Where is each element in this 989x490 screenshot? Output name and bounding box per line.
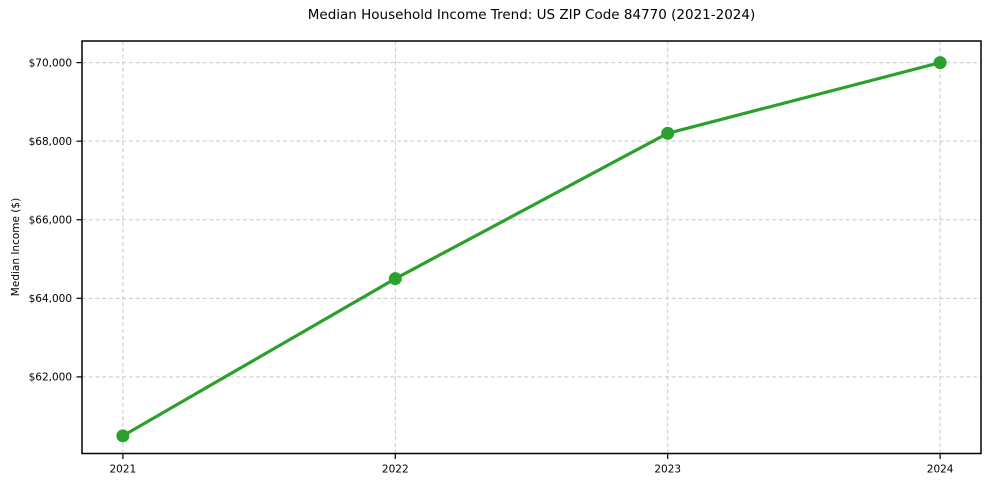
- y-tick-label: $64,000: [29, 293, 72, 305]
- chart-title: Median Household Income Trend: US ZIP Co…: [307, 7, 756, 23]
- data-point-2023: [661, 126, 675, 140]
- x-tick-label: 2024: [927, 464, 954, 476]
- y-tick-label: $62,000: [29, 372, 72, 384]
- income-trend-line: [121, 61, 942, 438]
- data-point-2024: [933, 56, 947, 70]
- y-tick-label: $70,000: [29, 57, 72, 69]
- x-tick-label: 2021: [109, 464, 136, 476]
- x-tick-label: 2022: [382, 464, 409, 476]
- data-point-2022: [388, 272, 402, 286]
- y-tick-label: $66,000: [29, 214, 72, 226]
- y-tick-label: $68,000: [29, 136, 72, 148]
- x-tick-label: 2023: [654, 464, 681, 476]
- data-point-2021: [116, 429, 130, 443]
- plot-border: [81, 40, 982, 455]
